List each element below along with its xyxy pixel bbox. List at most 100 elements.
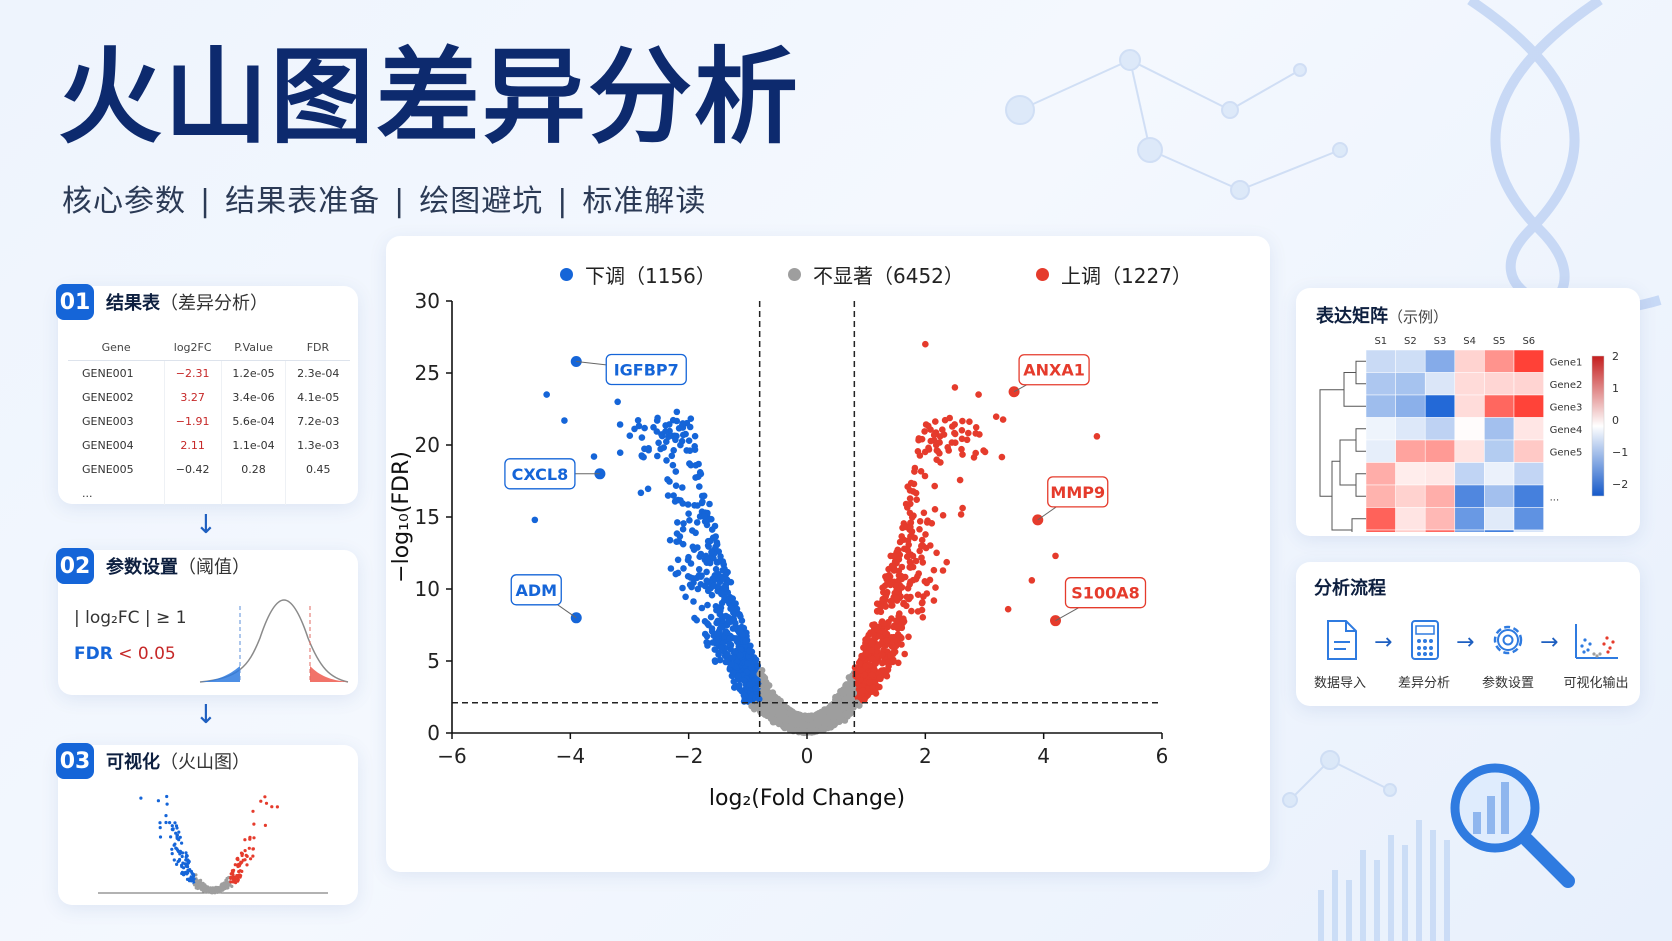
data-point <box>854 667 861 675</box>
heatmap-cell <box>1365 462 1396 486</box>
data-point <box>645 445 652 452</box>
data-point <box>728 661 735 668</box>
data-point <box>796 728 804 735</box>
mini-point <box>158 821 162 825</box>
data-point <box>836 718 843 725</box>
data-point <box>740 677 748 684</box>
mini-point <box>185 854 189 858</box>
heatmap-dendrogram <box>1319 360 1366 532</box>
magnifier-icon <box>1450 763 1575 888</box>
mini-point <box>174 824 179 828</box>
heatmap-cell <box>1365 484 1396 508</box>
legend-item-ns: 不显著（6452） <box>788 260 964 289</box>
data-point <box>778 702 786 710</box>
step3-header: 03 可视化 （火山图） <box>56 743 250 779</box>
data-point <box>925 446 933 453</box>
data-point <box>662 422 669 429</box>
gene-annotation: IGFBP7 <box>570 353 687 386</box>
heatmap-cell <box>1513 484 1544 508</box>
mini-point <box>247 846 251 850</box>
mini-point <box>194 879 198 883</box>
table-cell: 1.1e-04 <box>221 433 287 457</box>
data-point <box>956 476 964 484</box>
data-point <box>674 569 682 577</box>
table-cell: 0.45 <box>305 462 331 476</box>
data-point <box>923 579 930 587</box>
gear-icon <box>1493 625 1523 655</box>
data-point <box>722 584 730 591</box>
data-point <box>883 637 891 644</box>
data-point <box>992 413 1000 420</box>
mini-point <box>244 853 248 857</box>
gene-annotation: CXCL8 <box>504 458 606 490</box>
data-point <box>975 391 982 398</box>
page-title: 火山图差异分析 <box>58 36 801 158</box>
table-header: Gene <box>68 334 165 361</box>
mini-point <box>186 859 190 863</box>
data-point <box>922 340 929 348</box>
heatmap-cell <box>1484 439 1515 463</box>
data-point <box>972 430 979 437</box>
dendro-branch <box>1355 473 1366 497</box>
fdr-value: < 0.05 <box>112 644 176 664</box>
table-cell: GENE004 <box>68 433 165 457</box>
data-point <box>669 461 677 469</box>
arrow-down-icon: ↓ <box>195 510 217 540</box>
data-point <box>672 482 680 489</box>
data-point <box>882 629 889 636</box>
mini-point <box>193 883 197 887</box>
data-point <box>729 669 737 677</box>
data-point <box>893 617 900 625</box>
mini-point <box>252 836 256 840</box>
mini-point <box>164 820 168 825</box>
data-point <box>712 603 720 610</box>
data-point <box>957 511 965 518</box>
annotation-box <box>510 574 562 606</box>
data-point <box>958 427 966 434</box>
annotation-point <box>594 468 606 480</box>
data-point <box>913 496 920 504</box>
data-point <box>590 453 598 460</box>
data-point <box>693 616 700 624</box>
results-table: Gene log2FC P.Value FDR GENE001 −2.31 1.2e… <box>68 334 350 505</box>
subtitle-item: 绘图避坑 <box>419 184 544 219</box>
table-cell: 1.2e-05 <box>221 360 287 385</box>
heatmap-scale-label: −2 <box>1612 478 1628 491</box>
heatmap-sample-label: S6 <box>1522 336 1535 347</box>
heatmap-cell <box>1513 372 1544 396</box>
mini-point <box>221 884 225 888</box>
data-point <box>854 680 861 687</box>
data-point <box>878 651 886 658</box>
heatmap-gene-label: Gene2 <box>1550 380 1583 391</box>
y-axis-label: −log₁₀(FDR) <box>389 451 414 583</box>
table-cell: 3.27 <box>164 385 222 409</box>
heatmap-cell <box>1454 462 1485 486</box>
step1-card: 01 结果表 （差异分析） Gene log2FC P.Value FDR GEN… <box>56 284 358 505</box>
data-point <box>959 451 966 458</box>
data-point <box>883 671 890 679</box>
mini-point <box>182 873 186 877</box>
data-point <box>895 659 902 667</box>
data-point <box>696 483 703 490</box>
heatmap-title: 表达矩阵（示例） <box>1316 302 1448 328</box>
data-point <box>932 584 939 591</box>
data-point <box>713 619 720 627</box>
data-point <box>880 589 887 596</box>
data-point <box>700 513 708 520</box>
annotation-label: S100A8 <box>1071 584 1139 603</box>
mini-point <box>236 864 240 869</box>
data-point <box>726 640 733 648</box>
data-point <box>898 563 906 571</box>
data-point <box>723 629 730 636</box>
data-point <box>679 500 687 507</box>
data-point <box>809 725 816 733</box>
heatmap-color-scale <box>1591 355 1605 497</box>
data-point <box>695 566 703 573</box>
data-point <box>948 439 956 446</box>
mini-point <box>203 885 207 889</box>
heatmap-cell <box>1424 372 1456 396</box>
data-point <box>921 472 929 480</box>
legend-label-ns: 不显著（6452） <box>813 264 964 288</box>
data-point <box>655 439 662 447</box>
mini-point <box>181 861 185 865</box>
